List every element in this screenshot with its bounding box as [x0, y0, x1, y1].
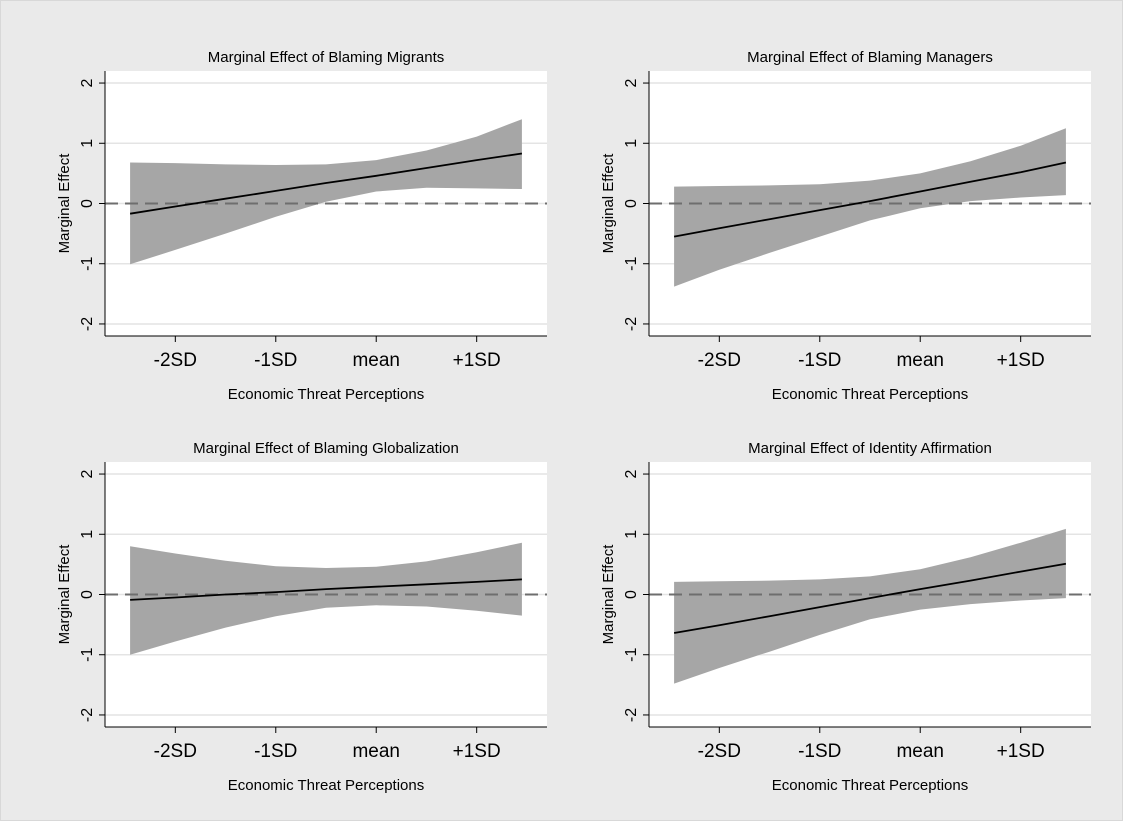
- confidence-band: [130, 119, 522, 265]
- x-tick-label: -1SD: [798, 741, 841, 762]
- y-tick-label: -1: [623, 648, 640, 662]
- panel-title: Marginal Effect of Blaming Managers: [747, 49, 993, 66]
- x-tick-label: mean: [896, 350, 944, 371]
- panel-2: -2 -1 0 1 2 -2SD -1SD mean +1SD Marginal Effect o…: [600, 49, 1091, 403]
- y-tick-label: -2: [623, 708, 640, 722]
- x-axis-title: Economic Threat Perceptions: [772, 777, 969, 794]
- x-axis-title: Economic Threat Perceptions: [228, 386, 425, 403]
- x-tick-label: +1SD: [997, 350, 1045, 371]
- x-tick-label: +1SD: [997, 741, 1045, 762]
- x-tick-label: +1SD: [453, 741, 501, 762]
- y-tick-label: 0: [79, 199, 96, 208]
- marginal-effect-line: [129, 152, 523, 215]
- panel-title: Marginal Effect of Blaming Globalization: [193, 440, 459, 457]
- y-axis-title: Marginal Effect: [600, 544, 617, 645]
- panel-title: Marginal Effect of Identity Affirmation: [748, 440, 992, 457]
- panel-4: -2 -1 0 1 2 -2SD -1SD mean +1SD Marginal Effect o…: [600, 440, 1091, 794]
- x-tick-label: mean: [352, 350, 400, 371]
- panel-3: -2 -1 0 1 2 -2SD -1SD mean +1SD Marginal Effect o…: [56, 440, 547, 794]
- y-tick-label: 0: [623, 199, 640, 208]
- y-tick-label: 1: [623, 530, 640, 539]
- panel-1: -2 -1 0 1 2 -2SD -1SD mean +1SD Marginal Effect o…: [56, 49, 547, 403]
- y-tick-label: 2: [623, 78, 640, 87]
- y-axis-title: Marginal Effect: [600, 153, 617, 254]
- x-axis-title: Economic Threat Perceptions: [772, 386, 969, 403]
- y-tick-label: -2: [623, 317, 640, 331]
- confidence-band: [674, 528, 1066, 684]
- x-tick-label: -2SD: [154, 350, 197, 371]
- panel-title: Marginal Effect of Blaming Migrants: [208, 49, 445, 66]
- y-tick-label: -2: [79, 317, 96, 331]
- y-tick-label: 0: [623, 590, 640, 599]
- y-tick-label: 0: [79, 590, 96, 599]
- x-tick-label: mean: [352, 741, 400, 762]
- marginal-effect-line: [130, 578, 522, 601]
- y-tick-label: 2: [79, 78, 96, 87]
- y-tick-label: 1: [79, 139, 96, 148]
- y-tick-label: 2: [623, 469, 640, 478]
- y-tick-label: -1: [79, 257, 96, 271]
- y-tick-label: -2: [79, 708, 96, 722]
- y-tick-label: 2: [79, 469, 96, 478]
- x-tick-label: mean: [896, 741, 944, 762]
- x-tick-label: -1SD: [798, 350, 841, 371]
- x-axis-title: Economic Threat Perceptions: [228, 777, 425, 794]
- y-tick-label: 1: [623, 139, 640, 148]
- confidence-band: [674, 128, 1066, 287]
- y-axis-title: Marginal Effect: [56, 153, 73, 254]
- y-tick-label: -1: [79, 648, 96, 662]
- x-tick-label: +1SD: [453, 350, 501, 371]
- marginal-effect-line: [673, 562, 1067, 634]
- y-tick-label: -1: [623, 257, 640, 271]
- x-tick-label: -2SD: [154, 741, 197, 762]
- marginal-effect-line: [673, 161, 1067, 238]
- x-tick-label: -1SD: [254, 350, 297, 371]
- y-tick-label: 1: [79, 530, 96, 539]
- x-tick-label: -1SD: [254, 741, 297, 762]
- confidence-band: [130, 542, 522, 655]
- y-axis-title: Marginal Effect: [56, 544, 73, 645]
- x-tick-label: -2SD: [698, 350, 741, 371]
- x-tick-label: -2SD: [698, 741, 741, 762]
